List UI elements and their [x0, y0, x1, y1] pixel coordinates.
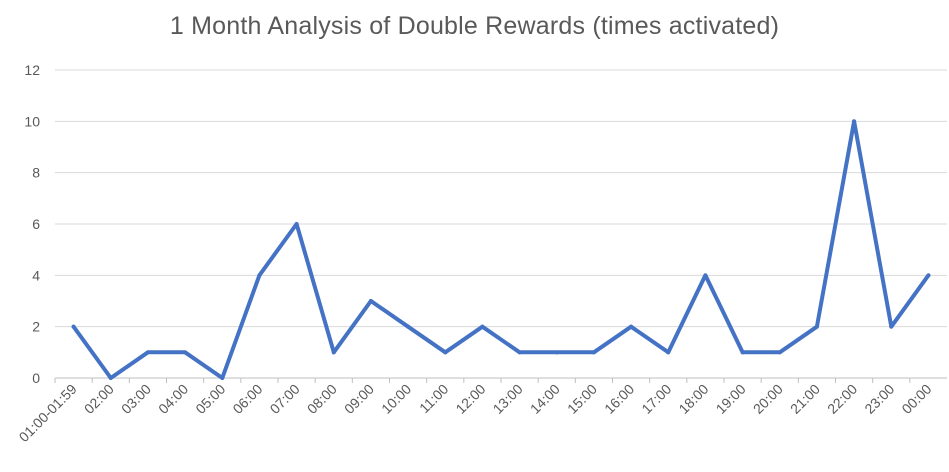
data-point [294, 222, 299, 226]
x-tick-label: 16:00 [601, 381, 637, 417]
x-tick-label: 20:00 [750, 381, 786, 417]
y-tick-label: 12 [24, 62, 40, 78]
x-tick-label: 02:00 [81, 381, 117, 417]
gridlines [54, 69, 947, 383]
data-point [889, 324, 894, 329]
series-layer [71, 119, 931, 380]
x-tick-label: 07:00 [267, 381, 303, 417]
x-tick-label: 09:00 [341, 381, 377, 417]
x-tick-label: 10:00 [378, 381, 414, 417]
data-point [480, 324, 485, 329]
x-tick-label: 18:00 [675, 381, 711, 417]
data-point [629, 324, 634, 329]
data-point [666, 350, 671, 355]
data-point [443, 350, 448, 355]
data-point [814, 324, 819, 329]
x-axis-tick-labels: 01:00-01:59 02:00 03:00 04:00 05:00 06:00 07:0… [16, 381, 935, 445]
y-tick-label: 6 [32, 216, 40, 232]
data-point [220, 376, 225, 380]
x-tick-label: 12:00 [452, 381, 488, 417]
data-point [406, 324, 411, 329]
data-point [852, 119, 857, 124]
x-tick-label: 00:00 [898, 381, 934, 417]
series-line [71, 119, 931, 380]
y-tick-label: 10 [24, 113, 40, 129]
y-tick-label: 2 [32, 319, 40, 335]
x-tick-label: 06:00 [229, 381, 265, 417]
x-tick-label: 14:00 [527, 381, 563, 417]
data-point [71, 324, 76, 329]
x-tick-label: 08:00 [304, 381, 340, 417]
y-axis-tick-labels: 0 2 4 6 8 10 12 [24, 62, 40, 386]
x-tick-label: 03:00 [118, 381, 154, 417]
data-point [257, 273, 262, 278]
chart-title: 1 Month Analysis of Double Rewards (time… [169, 12, 780, 40]
data-point [591, 350, 596, 355]
x-tick-label: 05:00 [192, 381, 228, 417]
x-tick-label: 01:00-01:59 [16, 381, 80, 445]
data-point [517, 350, 522, 355]
y-tick-label: 8 [32, 165, 40, 181]
data-point [145, 350, 150, 355]
data-point [108, 376, 113, 380]
y-tick-label: 0 [32, 370, 40, 386]
x-tick-label: 21:00 [787, 381, 823, 417]
data-point [703, 273, 708, 278]
data-point [926, 273, 931, 278]
x-tick-label: 11:00 [416, 381, 452, 417]
x-tick-label: 13:00 [490, 381, 526, 417]
x-tick-label: 04:00 [155, 381, 191, 417]
x-tick-label: 19:00 [713, 381, 749, 417]
y-tick-label: 4 [32, 267, 40, 283]
x-tick-label: 22:00 [824, 381, 860, 417]
data-point [554, 350, 559, 355]
data-point [183, 350, 188, 355]
data-point [368, 299, 373, 303]
x-tick-label: 23:00 [861, 381, 897, 417]
data-point [740, 350, 745, 355]
x-tick-label: 15:00 [564, 381, 600, 417]
x-tick-label: 17:00 [638, 381, 674, 417]
data-point [331, 350, 336, 355]
data-point [777, 350, 782, 355]
